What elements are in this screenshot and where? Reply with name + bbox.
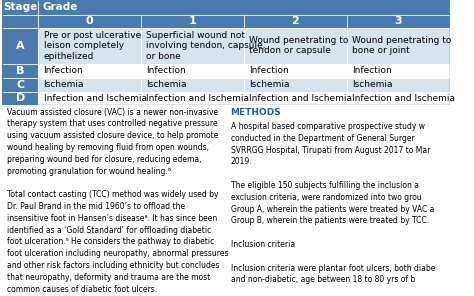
Text: Vacuum assisted closure (VAC) is a newer non-invasive
therapy system that uses c: Vacuum assisted closure (VAC) is a newer… — [7, 107, 228, 294]
Text: Wound penetrating to
tendon or capsule: Wound penetrating to tendon or capsule — [249, 36, 349, 55]
Bar — [38, 78, 141, 91]
Text: D: D — [16, 94, 25, 104]
Bar — [347, 28, 450, 64]
Bar — [141, 78, 244, 91]
Bar — [141, 15, 244, 28]
Text: METHODS: METHODS — [230, 107, 281, 117]
Bar — [244, 78, 347, 91]
Text: A: A — [16, 41, 25, 51]
Text: Wound penetrating to
bone or joint: Wound penetrating to bone or joint — [352, 36, 452, 55]
Bar — [2, 28, 38, 64]
Bar — [38, 28, 141, 64]
Bar — [2, 91, 38, 105]
Bar — [244, 28, 347, 64]
Text: Infection and Ischemia: Infection and Ischemia — [146, 94, 249, 103]
Bar — [141, 91, 244, 105]
Text: B: B — [16, 66, 25, 76]
Text: Ischemia: Ischemia — [146, 80, 187, 89]
Bar — [2, 78, 38, 91]
Text: Infection: Infection — [44, 66, 83, 75]
Text: A hospital based comparative prospective study w
conducted in the Department of : A hospital based comparative prospective… — [230, 110, 435, 284]
Text: Ischemia: Ischemia — [44, 80, 84, 89]
Bar — [38, 0, 450, 15]
Text: Infection: Infection — [352, 66, 392, 75]
Text: Stage: Stage — [3, 2, 37, 12]
Text: Infection: Infection — [249, 66, 289, 75]
Text: Ischemia: Ischemia — [249, 80, 290, 89]
Text: 1: 1 — [189, 16, 196, 26]
Bar — [244, 64, 347, 78]
Text: 2: 2 — [292, 16, 299, 26]
Bar — [347, 78, 450, 91]
Bar — [2, 64, 38, 78]
Text: Infection and Ischemia: Infection and Ischemia — [352, 94, 455, 103]
Bar — [244, 91, 347, 105]
Bar — [38, 64, 141, 78]
Bar — [141, 28, 244, 64]
Text: Infection and Ischemia: Infection and Ischemia — [44, 94, 146, 103]
Text: Ischemia: Ischemia — [352, 80, 392, 89]
Bar — [38, 15, 141, 28]
Bar — [347, 64, 450, 78]
Bar — [2, 15, 38, 28]
Text: 3: 3 — [394, 16, 402, 26]
Text: Pre or post ulcerative
leison completely
epithelized: Pre or post ulcerative leison completely… — [44, 31, 141, 61]
Bar — [141, 64, 244, 78]
Bar — [347, 15, 450, 28]
Text: C: C — [16, 80, 24, 90]
Bar — [347, 91, 450, 105]
Text: Infection and Ischemia: Infection and Ischemia — [249, 94, 352, 103]
Bar — [244, 15, 347, 28]
Text: Infection: Infection — [146, 66, 186, 75]
Text: Superficial wound not
involving tendon, capsule,
or bone: Superficial wound not involving tendon, … — [146, 31, 266, 61]
Text: Grade: Grade — [43, 2, 78, 12]
Bar — [38, 91, 141, 105]
Text: 0: 0 — [86, 16, 93, 26]
Bar — [2, 0, 38, 15]
